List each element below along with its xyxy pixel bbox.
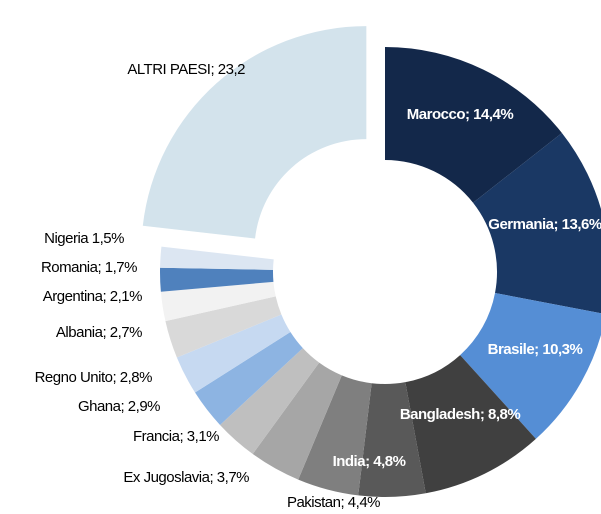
- donut-slice: [195, 332, 303, 425]
- donut-slice: [176, 314, 291, 393]
- data-label: Marocco; 14,4%: [407, 106, 514, 123]
- data-label: Pakistan; 4,4%: [287, 494, 380, 511]
- donut-slice: [220, 348, 320, 455]
- data-label: Romania; 1,7%: [41, 259, 137, 276]
- data-label: Ghana; 2,9%: [78, 398, 160, 415]
- donut-slice: [165, 296, 282, 358]
- data-label: Brasile; 10,3%: [488, 341, 583, 358]
- data-label: Argentina; 2,1%: [43, 288, 142, 305]
- donut-slice: [473, 132, 601, 314]
- data-label: India; 4,8%: [333, 453, 406, 470]
- donut-slice: [142, 26, 367, 239]
- donut-slice: [160, 267, 274, 292]
- data-label: Francia; 3,1%: [133, 428, 219, 445]
- data-label: Albania; 2,7%: [56, 324, 142, 341]
- donut-slice: [405, 355, 536, 494]
- data-label: Bangladesh; 8,8%: [400, 406, 521, 423]
- donut-slice: [298, 375, 372, 496]
- donut-slice: [160, 246, 274, 270]
- data-label: Regno Unito; 2,8%: [35, 369, 153, 386]
- donut-slice: [460, 292, 601, 439]
- donut-slice: [252, 362, 342, 480]
- data-label: ALTRI PAESI; 23,2: [127, 61, 245, 78]
- data-label: Ex Jugoslavia; 3,7%: [123, 469, 249, 486]
- data-label: Nigeria 1,5%: [44, 230, 124, 247]
- donut-slice: [160, 281, 276, 322]
- donut-slice: [385, 47, 562, 203]
- data-label: Germania; 13,6%: [488, 216, 601, 233]
- donut-slice: [358, 382, 426, 498]
